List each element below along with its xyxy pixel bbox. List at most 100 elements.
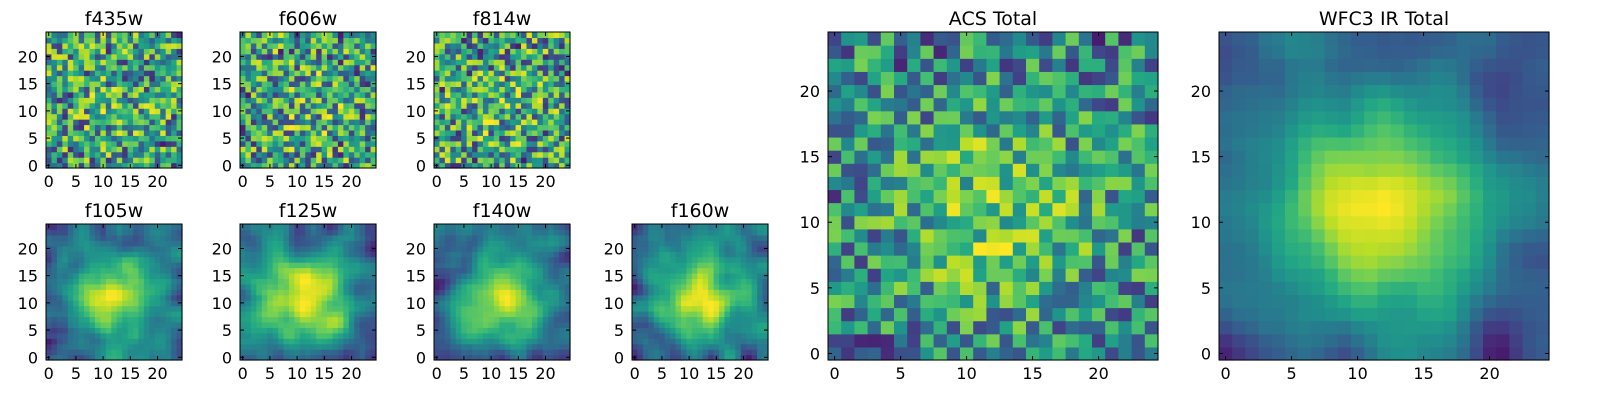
heatmap-cell <box>272 256 279 263</box>
heatmap-cell <box>493 278 500 285</box>
heatmap-cell <box>526 124 533 131</box>
heatmap-cell <box>653 278 660 285</box>
heatmap-cell <box>670 229 677 236</box>
heatmap-cell <box>288 86 295 93</box>
heatmap-cell <box>653 316 660 323</box>
heatmap-cell <box>348 251 355 258</box>
heatmap-cell <box>122 224 129 231</box>
heatmap-cell <box>171 64 178 71</box>
heatmap-cell <box>434 151 441 158</box>
heatmap-cell <box>444 135 451 142</box>
heatmap-cell <box>343 91 350 98</box>
heatmap-cell <box>143 32 150 39</box>
heatmap-cell <box>510 294 517 301</box>
heatmap-cell <box>521 321 528 328</box>
heatmap-cell <box>138 283 145 290</box>
heatmap-cell <box>105 140 112 147</box>
heatmap-cell <box>542 332 549 339</box>
heatmap-cell <box>724 262 731 269</box>
heatmap-cell <box>332 70 339 77</box>
heatmap-cell <box>466 272 473 279</box>
heatmap-cell <box>337 48 344 55</box>
heatmap-cell <box>337 59 344 66</box>
heatmap-cell <box>160 157 167 164</box>
heatmap-cell <box>548 97 555 104</box>
heatmap-cell <box>127 48 134 55</box>
heatmap-cell <box>278 245 285 252</box>
heatmap-cell <box>526 129 533 136</box>
x-tick-label: 5 <box>459 172 469 191</box>
heatmap-cell <box>434 332 441 339</box>
heatmap-cell <box>256 32 263 39</box>
heatmap-cell <box>310 256 317 263</box>
heatmap-cell <box>510 321 517 328</box>
heatmap-cell <box>245 135 252 142</box>
heatmap-cell <box>537 321 544 328</box>
heatmap-cell <box>261 234 268 241</box>
heatmap-cell <box>261 294 268 301</box>
heatmap-cell <box>537 229 544 236</box>
x-tick-label: 10 <box>93 364 113 383</box>
heatmap-cell <box>105 300 112 307</box>
heatmap-cell <box>477 146 484 153</box>
y-tick-label: 5 <box>416 129 426 148</box>
heatmap-cell <box>343 349 350 356</box>
heatmap-cell <box>160 305 167 312</box>
heatmap-cell <box>105 162 112 169</box>
heatmap-cell <box>542 327 549 334</box>
heatmap-cell <box>642 332 649 339</box>
heatmap-cell <box>735 240 742 247</box>
heatmap-cell <box>116 140 123 147</box>
heatmap-cell <box>504 321 511 328</box>
heatmap-cell <box>256 267 263 274</box>
heatmap-cell <box>719 229 726 236</box>
heatmap-cell <box>138 234 145 241</box>
heatmap-cell <box>354 343 361 350</box>
heatmap-cell <box>370 332 377 339</box>
heatmap-cell <box>680 305 687 312</box>
heatmap-cell <box>365 157 372 164</box>
heatmap-cell <box>499 224 506 231</box>
heatmap-cell <box>472 300 479 307</box>
heatmap-cell <box>986 176 1001 191</box>
heatmap-cell <box>261 245 268 252</box>
heatmap-cell <box>642 338 649 345</box>
heatmap-cell <box>719 240 726 247</box>
heatmap-cell <box>105 108 112 115</box>
heatmap-cell <box>51 354 58 361</box>
heatmap-cell <box>370 311 377 318</box>
heatmap-cell <box>653 338 660 345</box>
heatmap-cell <box>165 59 172 66</box>
heatmap-cell <box>94 135 101 142</box>
heatmap-cell <box>1039 281 1053 295</box>
heatmap-cell <box>542 305 549 312</box>
heatmap-cell <box>466 75 473 82</box>
heatmap-cell <box>67 53 74 60</box>
heatmap-cell <box>62 108 69 115</box>
heatmap-cell <box>321 102 328 109</box>
heatmap-cell <box>316 294 323 301</box>
heatmap-cell <box>675 305 682 312</box>
heatmap-cell <box>288 316 295 323</box>
heatmap-cell <box>176 64 183 71</box>
heatmap-cell <box>138 80 145 87</box>
heatmap-cell <box>867 268 882 282</box>
heatmap-cell <box>653 229 660 236</box>
heatmap-cell <box>867 215 882 230</box>
heatmap-cell <box>62 59 69 66</box>
heatmap-cell <box>434 234 441 241</box>
heatmap-cell <box>434 91 441 98</box>
heatmap-cell <box>359 48 366 55</box>
heatmap-cell <box>149 32 156 39</box>
heatmap-cell <box>94 224 101 231</box>
heatmap-cell <box>986 281 1001 295</box>
heatmap-cell <box>73 245 80 252</box>
heatmap-cell <box>697 256 704 263</box>
heatmap-cell <box>504 240 511 247</box>
heatmap-cell <box>111 80 118 87</box>
y-tick-label: 10 <box>406 102 426 121</box>
heatmap-cell <box>365 283 372 290</box>
heatmap-cell <box>632 305 639 312</box>
heatmap-cell <box>450 80 457 87</box>
